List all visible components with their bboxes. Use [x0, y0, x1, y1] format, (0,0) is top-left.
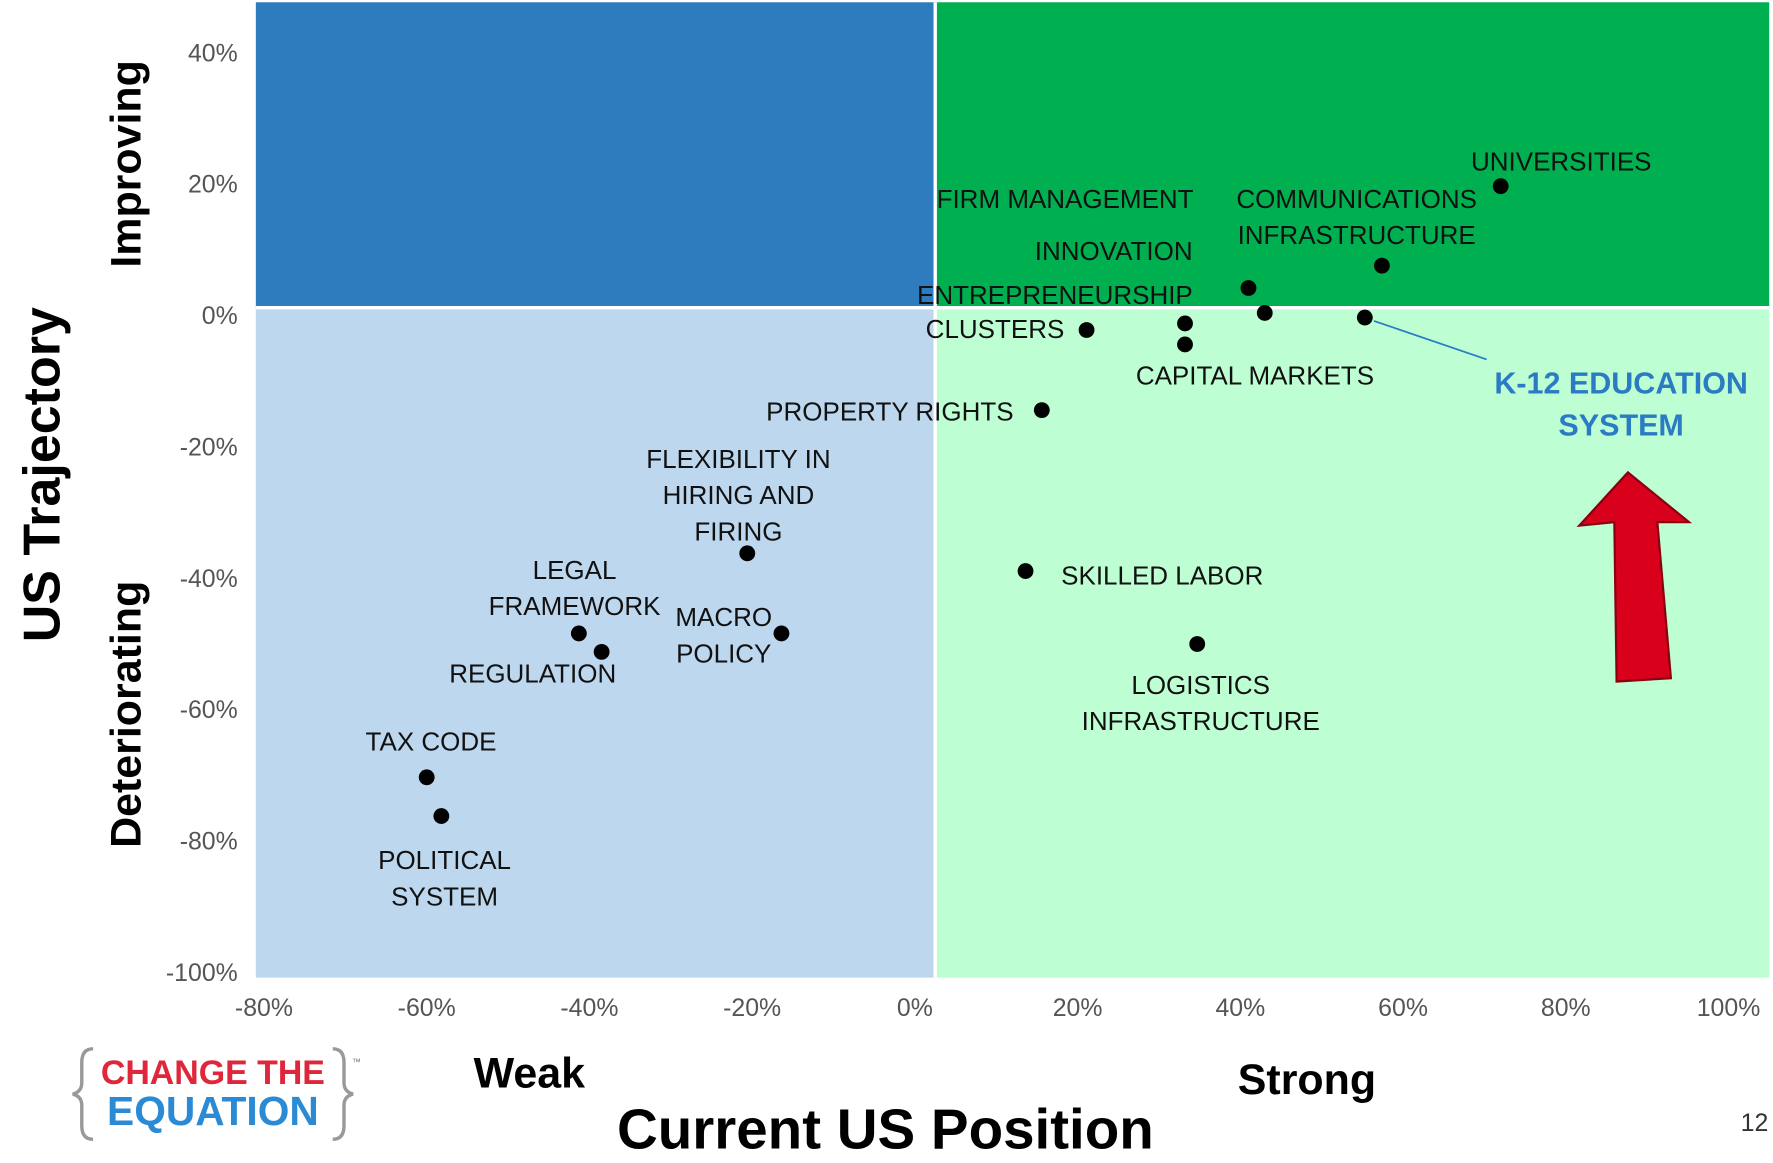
point — [1017, 563, 1034, 579]
point-label: FIRM MANAGEMENT — [937, 184, 1194, 214]
y-tick-label: -100% — [166, 959, 238, 987]
x-tick-label: 60% — [1378, 994, 1428, 1022]
point-label: MACRO — [675, 602, 772, 632]
point-label: HIRING AND — [663, 480, 815, 510]
point — [1492, 178, 1509, 195]
point-label: LEGAL — [533, 555, 617, 585]
point-label: FIRING — [694, 516, 782, 546]
point-label: FRAMEWORK — [489, 591, 661, 621]
quadrant — [255, 307, 936, 978]
x-tick-label: -40% — [560, 994, 618, 1022]
point-label: POLITICAL — [378, 845, 511, 875]
logo-text: CHANGE THE — [101, 1054, 325, 1092]
point-label: CLUSTERS — [926, 314, 1065, 344]
x-tick-label: 0% — [897, 994, 933, 1022]
plot-area — [255, 2, 1770, 978]
y-tick-label: 40% — [188, 39, 238, 67]
point — [1374, 257, 1390, 274]
point-label: SYSTEM — [391, 881, 498, 911]
point-label: PROPERTY RIGHTS — [766, 397, 1013, 427]
y-tick-label: -20% — [180, 433, 238, 461]
logo: CHANGE THE EQUATION ™ — [72, 1047, 361, 1141]
point — [1356, 309, 1373, 326]
point — [1256, 305, 1273, 321]
point — [570, 625, 587, 642]
y-tick-label: -40% — [180, 565, 238, 593]
point — [1033, 402, 1050, 419]
x-title: Current US Position — [617, 1098, 1154, 1161]
point — [433, 808, 450, 824]
point — [418, 769, 435, 786]
point-label: COMMUNICATIONS — [1236, 184, 1477, 214]
logo-brace — [72, 1047, 94, 1141]
x-tick-label: 100% — [1697, 994, 1761, 1022]
x-tick-label: 80% — [1541, 994, 1591, 1022]
leader-line — [1373, 320, 1487, 361]
point-label: SKILLED LABOR — [1061, 560, 1263, 590]
x-sublabel: Weak — [474, 1049, 586, 1097]
point — [593, 643, 610, 660]
arrow — [1576, 470, 1693, 683]
point-label: ENTREPRENEURSHIP — [917, 280, 1193, 310]
point-label: TAX CODE — [366, 727, 497, 757]
quadrant — [935, 2, 1770, 308]
x-tick-label: 40% — [1215, 994, 1265, 1022]
point-label: UNIVERSITIES — [1471, 147, 1651, 177]
x-tick-label: -20% — [723, 994, 781, 1022]
point-label: INFRASTRUCTURE — [1238, 220, 1476, 250]
x-tick-label: -60% — [398, 994, 456, 1022]
point-label: CAPITAL MARKETS — [1136, 360, 1374, 390]
point — [773, 625, 790, 642]
point-label: INNOVATION — [1035, 236, 1193, 266]
point-label: SYSTEM — [1558, 408, 1683, 442]
y-title: US Trajectory — [13, 307, 71, 642]
logo-brace — [332, 1047, 354, 1141]
point-label: K-12 EDUCATION — [1494, 366, 1748, 400]
point — [1078, 322, 1095, 338]
page-number: 12 — [1741, 1109, 1769, 1137]
point-label: POLICY — [676, 638, 771, 668]
x-sublabel: Strong — [1238, 1056, 1376, 1104]
point-label: FLEXIBILITY IN — [646, 444, 830, 474]
logo-text: EQUATION — [107, 1088, 319, 1134]
point — [739, 545, 756, 562]
point — [1240, 280, 1257, 296]
logo-tm: ™ — [352, 1057, 361, 1067]
y-tick-label: 0% — [202, 302, 238, 330]
quadrant — [255, 2, 936, 308]
y-sublabel: Improving — [103, 60, 151, 268]
x-tick-label: -80% — [235, 994, 293, 1022]
y-tick-label: -60% — [180, 696, 238, 724]
point-label: REGULATION — [449, 659, 616, 689]
point-label: LOGISTICS — [1131, 670, 1270, 700]
y-tick-label: 20% — [188, 171, 238, 199]
point — [1189, 636, 1206, 652]
point — [1177, 315, 1193, 332]
point — [1177, 336, 1193, 353]
y-sublabel: Deteriorating — [103, 581, 151, 848]
point-label: INFRASTRUCTURE — [1082, 706, 1320, 736]
x-tick-label: 20% — [1053, 994, 1103, 1022]
y-tick-label: -80% — [180, 828, 238, 856]
